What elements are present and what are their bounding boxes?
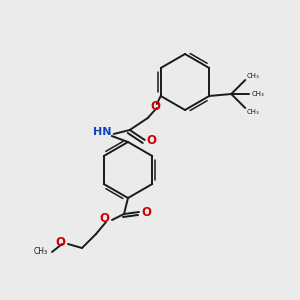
Text: CH₃: CH₃ [246,73,259,79]
Text: CH₃: CH₃ [246,109,259,115]
Text: O: O [151,100,161,112]
Text: O: O [99,212,109,226]
Text: CH₃: CH₃ [251,91,264,97]
Text: O: O [147,134,157,148]
Text: O: O [141,206,151,220]
Text: CH₃: CH₃ [34,248,48,256]
Text: O: O [55,236,65,250]
Text: HN: HN [93,127,112,137]
